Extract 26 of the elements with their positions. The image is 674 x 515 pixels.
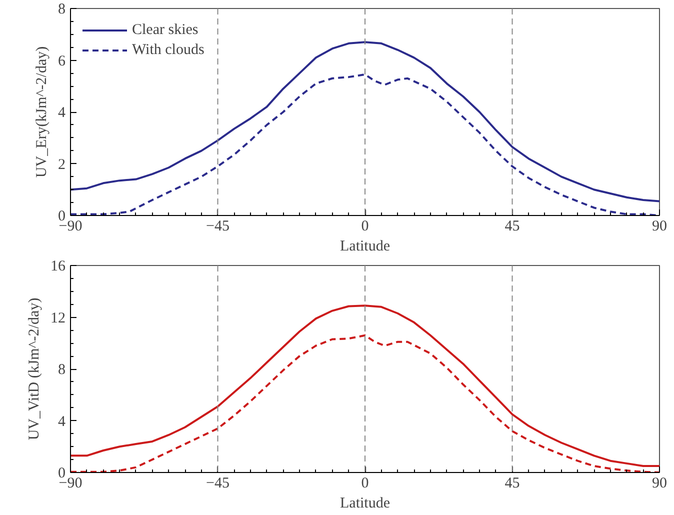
y-tick-label: 12 [50,310,66,326]
x-axis-title: Latitude [340,496,390,512]
y-tick-label: 2 [58,156,66,173]
legend-label: Clear skies [132,22,198,38]
y-tick-label: 6 [58,53,66,70]
line-series [70,304,660,468]
x-tick-label: −45 [206,476,230,492]
y-tick-label: 8 [58,2,66,18]
y-tick-label: 8 [58,362,66,378]
x-tick-label: −45 [206,218,230,234]
line-series [70,41,660,202]
x-tick-label: 0 [361,476,369,492]
y-axis-title: UV_Ery(kJm^-2/day) [34,46,50,178]
y-axis-title: UV_VitD (kJm^-2/day) [26,298,42,440]
y-tick-label: 4 [58,414,66,430]
y-tick-label: 16 [50,258,66,274]
x-tick-label: 90 [652,218,667,234]
x-tick-label: 45 [504,476,520,492]
x-tick-label: 45 [504,218,520,234]
y-tick-label: 0 [58,208,66,224]
x-axis-title: Latitude [340,238,390,254]
y-tick-label: 0 [58,466,66,482]
y-tick-label: 4 [58,105,66,121]
x-tick-label: 0 [361,218,369,234]
x-tick-label: 90 [652,476,667,492]
legend-label: With clouds [132,42,204,58]
